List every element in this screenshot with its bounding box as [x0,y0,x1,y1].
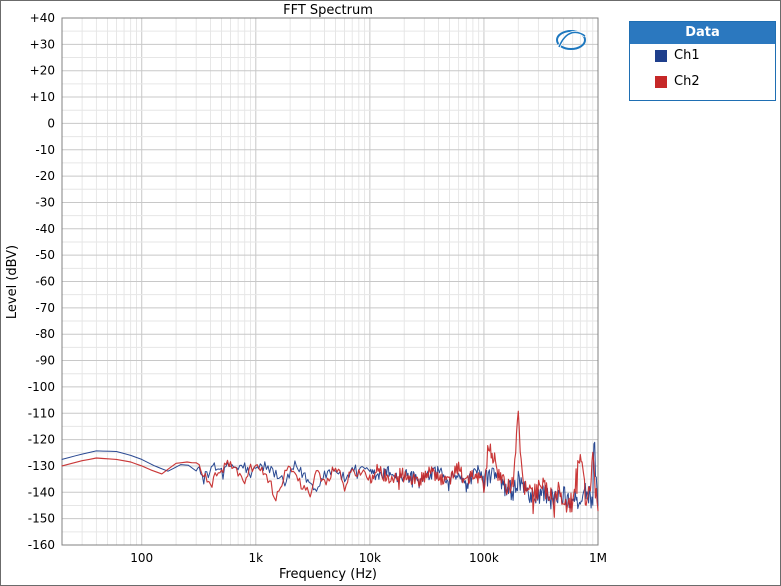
legend-label-ch2: Ch2 [674,74,700,89]
y-tick-label: -90 [35,354,55,368]
x-tick-label: 100 [130,551,153,565]
y-tick-label: -110 [28,406,55,420]
x-tick-label: 1k [249,551,264,565]
y-tick-label: -80 [35,327,55,341]
ticks: 100 1k 10k 100k 1M +40 +30 +20 +10 0 -10 -20 -30 -40 -… [28,11,607,565]
y-tick-label: -60 [35,275,55,289]
y-tick-label: -100 [28,380,55,394]
y-tick-label: -40 [35,222,55,236]
y-tick-label: 0 [47,116,55,130]
y-tick-label: -70 [35,301,55,315]
y-tick-label: +30 [30,37,55,51]
grid [62,17,598,546]
legend-swatch-ch1 [655,50,667,62]
y-tick-label: -120 [28,433,55,447]
y-tick-label: +40 [30,11,55,25]
y-tick-label: -20 [35,169,55,183]
y-tick-label: -10 [35,143,55,157]
y-tick-label: -160 [28,538,55,552]
legend-item-ch1: Ch1 [630,44,775,70]
series-layer [61,410,599,518]
legend: Data Ch1 Ch2 [629,21,776,101]
legend-swatch-ch2 [655,76,667,88]
series-line-ch2 [61,410,599,518]
plot-area [61,17,599,546]
x-tick-label: 10k [359,551,381,565]
y-tick-label: -50 [35,248,55,262]
y-tick-label: -30 [35,195,55,209]
chart-title: FFT Spectrum [283,3,373,18]
ap-logo-icon [556,30,586,50]
y-axis-label: Level (dBV) [5,245,20,319]
x-tick-label: 1M [589,551,607,565]
legend-title: Data [630,22,775,44]
y-tick-label: -130 [28,459,55,473]
y-tick-label: -140 [28,485,55,499]
x-axis-label: Frequency (Hz) [279,567,377,582]
y-tick-label: +20 [30,64,55,78]
legend-item-ch2: Ch2 [630,70,775,96]
x-tick-label: 100k [469,551,499,565]
y-tick-label: -150 [28,512,55,526]
y-tick-label: +10 [30,90,55,104]
legend-label-ch1: Ch1 [674,48,700,63]
